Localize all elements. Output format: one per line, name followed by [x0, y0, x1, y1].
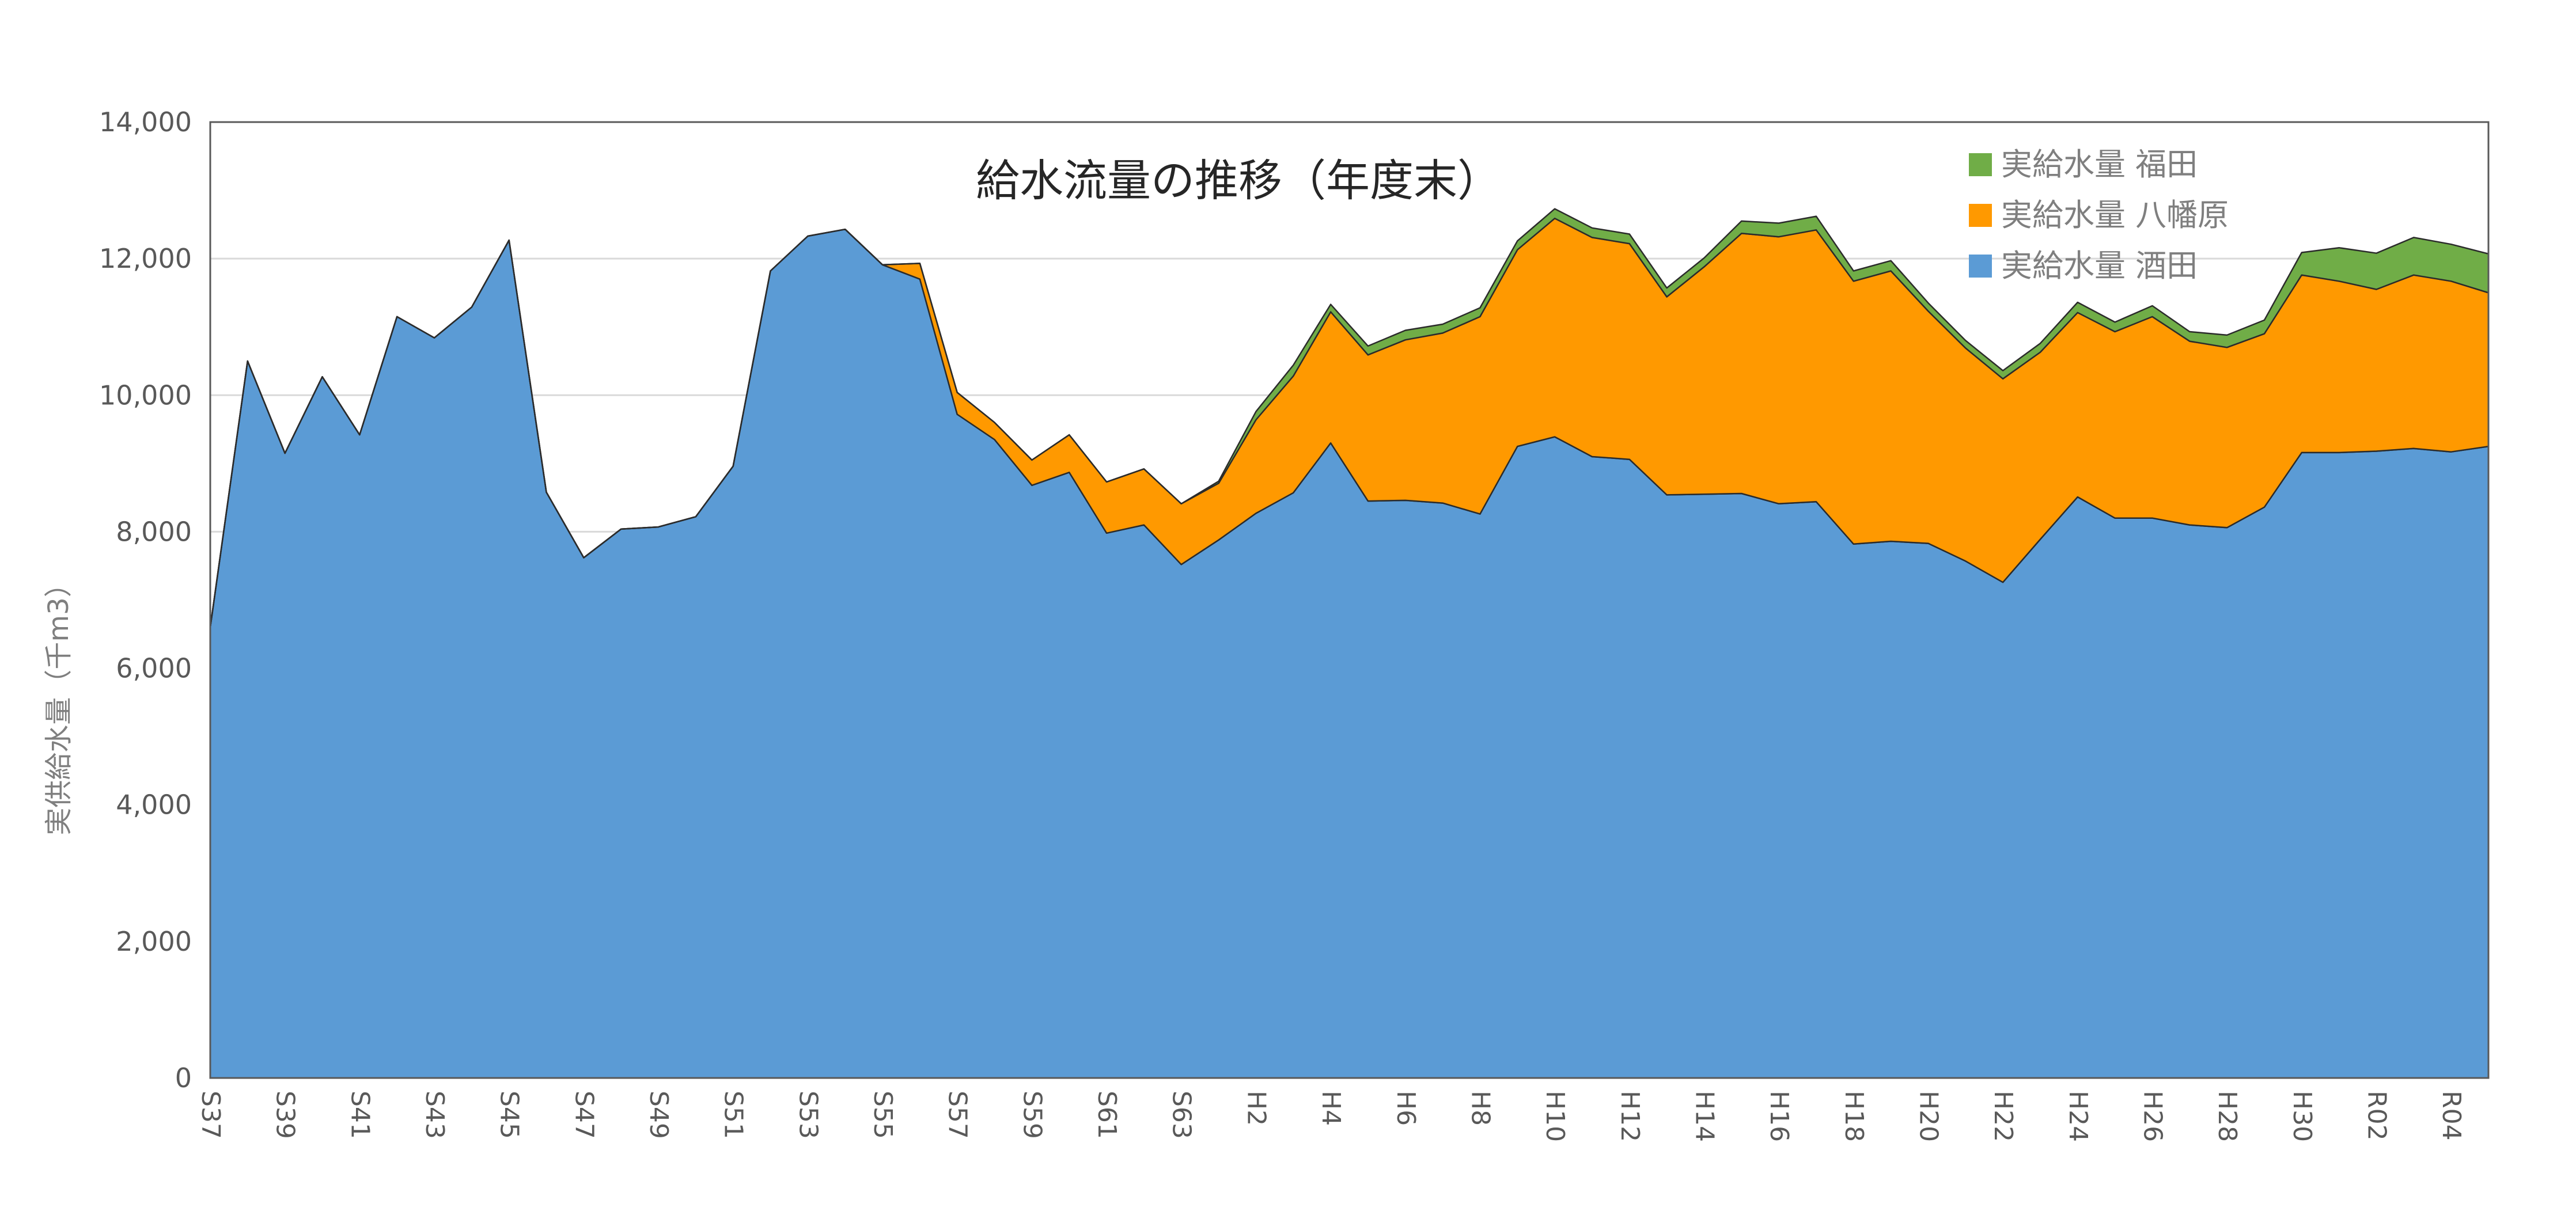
- y-tick-label: 14,000: [99, 107, 192, 138]
- legend-entry: 実給水量 八幡原: [2001, 197, 2229, 233]
- x-tick-label: S49: [644, 1091, 673, 1139]
- x-tick-label: H10: [1540, 1091, 1570, 1142]
- y-tick-label: 8,000: [116, 516, 192, 547]
- x-tick-label: S47: [569, 1091, 598, 1139]
- y-axis-ticks: 0 2,000 4,000 6,000 8,000 10,000 12,000 14,000: [99, 107, 192, 1094]
- legend-entry: 実給水量 福田: [2001, 146, 2198, 183]
- x-tick-label: H4: [1316, 1091, 1346, 1126]
- x-tick-label: S43: [420, 1091, 449, 1139]
- x-tick-label: H30: [2287, 1091, 2317, 1142]
- y-tick-label: 10,000: [99, 379, 192, 411]
- y-tick-label: 0: [175, 1062, 192, 1094]
- y-tick-label: 2,000: [116, 926, 192, 957]
- y-tick-label: 6,000: [116, 653, 192, 684]
- y-tick-label: 4,000: [116, 789, 192, 821]
- x-tick-label: H16: [1764, 1091, 1794, 1142]
- x-tick-label: H20: [1914, 1091, 1943, 1142]
- x-tick-label: S55: [868, 1091, 897, 1139]
- legend-entry: 実給水量 酒田: [2001, 248, 2198, 284]
- x-tick-label: H18: [1839, 1091, 1869, 1142]
- chart-title: 給水流量の推移（年度末）: [976, 155, 1501, 206]
- x-tick-label: H12: [1615, 1091, 1645, 1142]
- x-tick-label: R04: [2437, 1091, 2466, 1141]
- x-tick-label: H24: [2063, 1091, 2093, 1142]
- x-tick-label: S57: [943, 1091, 972, 1139]
- x-tick-label: S59: [1017, 1091, 1047, 1139]
- legend-swatch: [1969, 255, 1992, 278]
- x-tick-label: S51: [719, 1091, 748, 1139]
- x-tick-label: H8: [1465, 1091, 1495, 1126]
- legend-swatch: [1969, 204, 1992, 227]
- plot-area-frame: [209, 121, 2490, 1079]
- x-tick-label: S45: [495, 1091, 524, 1139]
- x-tick-label: H14: [1689, 1091, 1719, 1142]
- x-tick-label: S41: [345, 1091, 374, 1139]
- x-tick-label: R02: [2362, 1091, 2391, 1141]
- x-axis-ticks: S37 S39 S41 S43 S45 S47 S49 S51 S53 S55 S57 S59 S61 S…: [196, 1091, 2466, 1142]
- x-tick-label: S53: [793, 1091, 823, 1139]
- x-tick-label: S63: [1167, 1091, 1196, 1139]
- x-tick-label: S61: [1092, 1091, 1122, 1139]
- y-axis-title: 実供給水量（千m3）: [43, 570, 75, 835]
- x-tick-label: H2: [1241, 1091, 1271, 1126]
- x-tick-label: S37: [196, 1091, 225, 1139]
- x-tick-label: H26: [2138, 1091, 2167, 1142]
- x-tick-label: H6: [1391, 1091, 1420, 1126]
- legend-swatch: [1969, 153, 1992, 176]
- x-tick-label: H22: [1988, 1091, 2018, 1142]
- y-tick-label: 12,000: [99, 243, 192, 274]
- x-tick-label: S39: [271, 1091, 300, 1139]
- x-tick-label: H28: [2213, 1091, 2242, 1142]
